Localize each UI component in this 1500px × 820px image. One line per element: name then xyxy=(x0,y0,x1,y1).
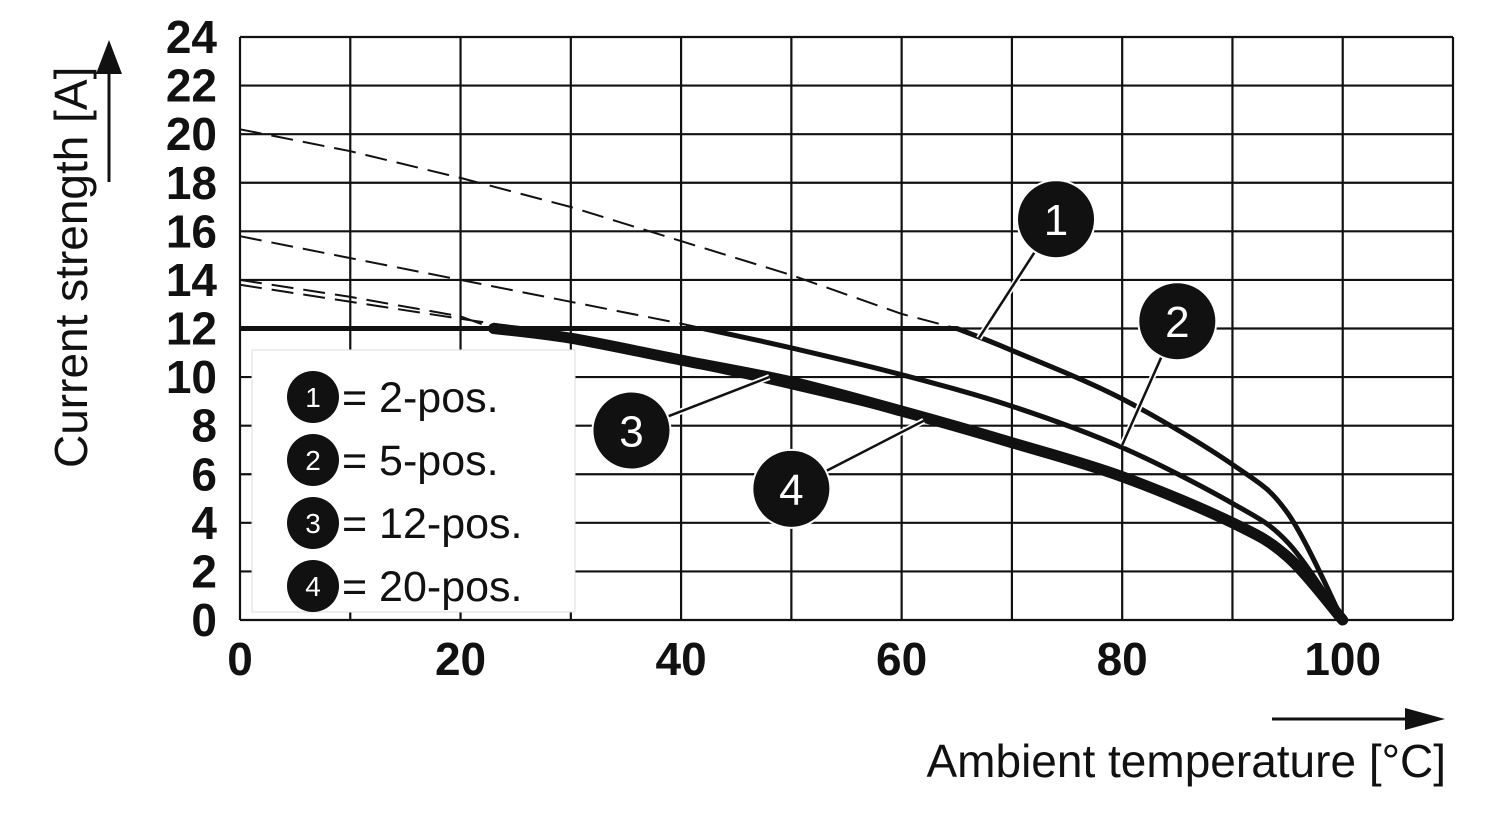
legend-marker-4 xyxy=(287,560,339,612)
y-tick-label: 22 xyxy=(166,60,217,112)
chart-curves xyxy=(239,128,1349,626)
callout-number: 2 xyxy=(1165,298,1189,347)
callout-leader-line xyxy=(824,419,925,473)
y-tick-label: 16 xyxy=(166,205,217,257)
legend-marker-number: 2 xyxy=(305,445,321,476)
x-tick-label: 60 xyxy=(876,633,927,685)
legend-marker-number: 4 xyxy=(305,571,321,602)
y-tick-label: 14 xyxy=(166,254,218,306)
callout-leader-line xyxy=(666,375,770,418)
callout-4: 4 xyxy=(751,418,926,529)
callout-number: 3 xyxy=(619,408,643,457)
series-1-extrapolated-line xyxy=(239,128,958,330)
series-4-line xyxy=(524,326,1346,623)
legend-entry-1: 1 = 2-pos. xyxy=(287,371,499,423)
y-tick-label: 20 xyxy=(166,108,217,160)
legend-entry-4: 4 = 20-pos. xyxy=(287,560,522,612)
legend-marker-3 xyxy=(287,497,339,549)
callout-3: 3 xyxy=(591,374,771,471)
callout-leader-line xyxy=(1121,355,1164,446)
y-tick-label: 6 xyxy=(191,448,217,500)
chart-grid xyxy=(238,35,1455,622)
x-tick-label: 20 xyxy=(435,633,486,685)
legend-label: = 20-pos. xyxy=(342,563,522,611)
series-2-extrapolated-line xyxy=(239,235,704,330)
callout-bubble xyxy=(593,392,670,469)
callout-bubble xyxy=(753,450,830,527)
legend-marker-2 xyxy=(287,434,339,486)
y-tick-label: 10 xyxy=(166,351,217,403)
y-tick-label: 8 xyxy=(191,400,217,452)
x-tick-label: 40 xyxy=(656,633,707,685)
x-tick-labels: 0 20 40 60 80 100 xyxy=(227,633,1381,685)
chart-legend: 1 = 2-pos. 2 = 5-pos. 3 = 12-pos. 4 = 20-pos. xyxy=(251,349,576,613)
y-tick-label: 24 xyxy=(166,11,218,63)
callout-1: 1 xyxy=(976,179,1097,340)
y-axis-title: Current strength [A] xyxy=(45,67,97,468)
callout-number: 4 xyxy=(779,466,803,515)
callout-leader-line xyxy=(977,250,1037,339)
legend-label: = 2-pos. xyxy=(342,374,499,422)
y-tick-label: 4 xyxy=(191,497,217,549)
legend-entry-3: 3 = 12-pos. xyxy=(287,497,522,549)
x-tick-label: 80 xyxy=(1097,633,1148,685)
legend-marker-1 xyxy=(287,371,339,423)
y-tick-label: 2 xyxy=(191,545,217,597)
y-tick-label: 18 xyxy=(166,157,217,209)
callout-bubble xyxy=(1139,283,1216,360)
x-axis-title-group: Ambient temperature [°C] xyxy=(927,708,1447,787)
legend-marker-number: 3 xyxy=(305,508,321,539)
x-axis-arrow-head xyxy=(1405,708,1445,730)
legend-label: = 12-pos. xyxy=(342,500,522,548)
y-axis-arrow-head xyxy=(96,40,122,74)
y-tick-label: 12 xyxy=(166,303,217,355)
series-3-extrapolated-line xyxy=(239,278,494,330)
legend-entry-2: 2 = 5-pos. xyxy=(287,434,499,486)
callout-number: 1 xyxy=(1044,196,1068,245)
x-axis-title: Ambient temperature [°C] xyxy=(927,735,1447,787)
x-tick-label: 100 xyxy=(1304,633,1381,685)
y-tick-label: 0 xyxy=(191,594,217,646)
callout-bubble xyxy=(1018,181,1095,258)
series-2-line xyxy=(700,326,1346,623)
legend-label: = 5-pos. xyxy=(342,437,499,485)
curve-callouts: 1 2 3 4 xyxy=(591,179,1218,529)
callout-2: 2 xyxy=(1119,281,1218,447)
series-1-line xyxy=(954,326,1346,623)
y-axis-title-group: Current strength [A] xyxy=(45,40,122,468)
series-4-extrapolated-line xyxy=(239,283,527,330)
legend-marker-number: 1 xyxy=(305,382,321,413)
x-tick-label: 0 xyxy=(227,633,253,685)
